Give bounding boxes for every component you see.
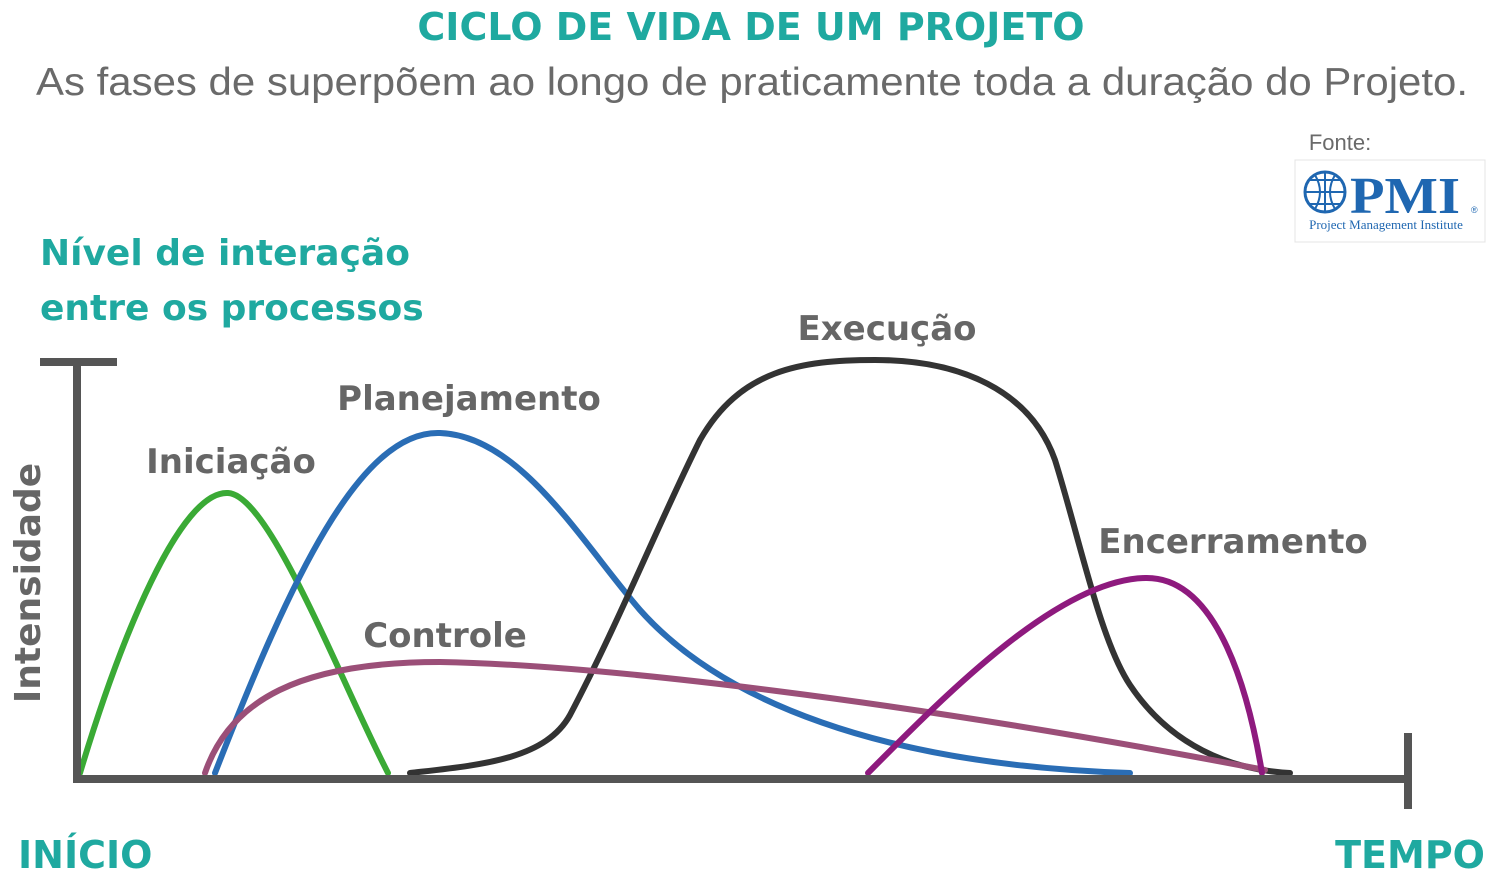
phase-label: Planejamento [337, 379, 601, 419]
phase-label: Iniciação [146, 442, 316, 482]
start-label: INÍCIO [18, 833, 152, 877]
logo-registered: ® [1471, 205, 1478, 215]
y-title: Nível de interação [40, 233, 410, 274]
subtitle: As fases de superpõem ao longo de pratic… [36, 61, 1468, 104]
logo-box [1294, 159, 1486, 243]
axes [40, 358, 1412, 809]
phase-label: Execução [797, 309, 976, 349]
source-label: Fonte: [1309, 130, 1371, 155]
curve-controle [202, 658, 1268, 776]
logo-globe-lines [1305, 172, 1345, 212]
curve-encerramento [865, 574, 1265, 776]
curve-iniciacao [77, 489, 391, 776]
curve-execucao [407, 356, 1293, 776]
logo: PMI ® Project Management Institute [1294, 159, 1486, 243]
curve-planejamento [212, 429, 1133, 776]
title: CICLO DE VIDA DE UM PROJETO [417, 5, 1084, 49]
logo-name: Project Management Institute [1309, 217, 1463, 232]
phase-label: Encerramento [1098, 522, 1367, 562]
y-label: Intensidade [8, 463, 49, 703]
logo-mark: PMI [1350, 168, 1460, 225]
end-label: TEMPO [1335, 833, 1485, 877]
phase-label: Controle [363, 616, 527, 656]
y-title: entre os processos [40, 288, 424, 329]
